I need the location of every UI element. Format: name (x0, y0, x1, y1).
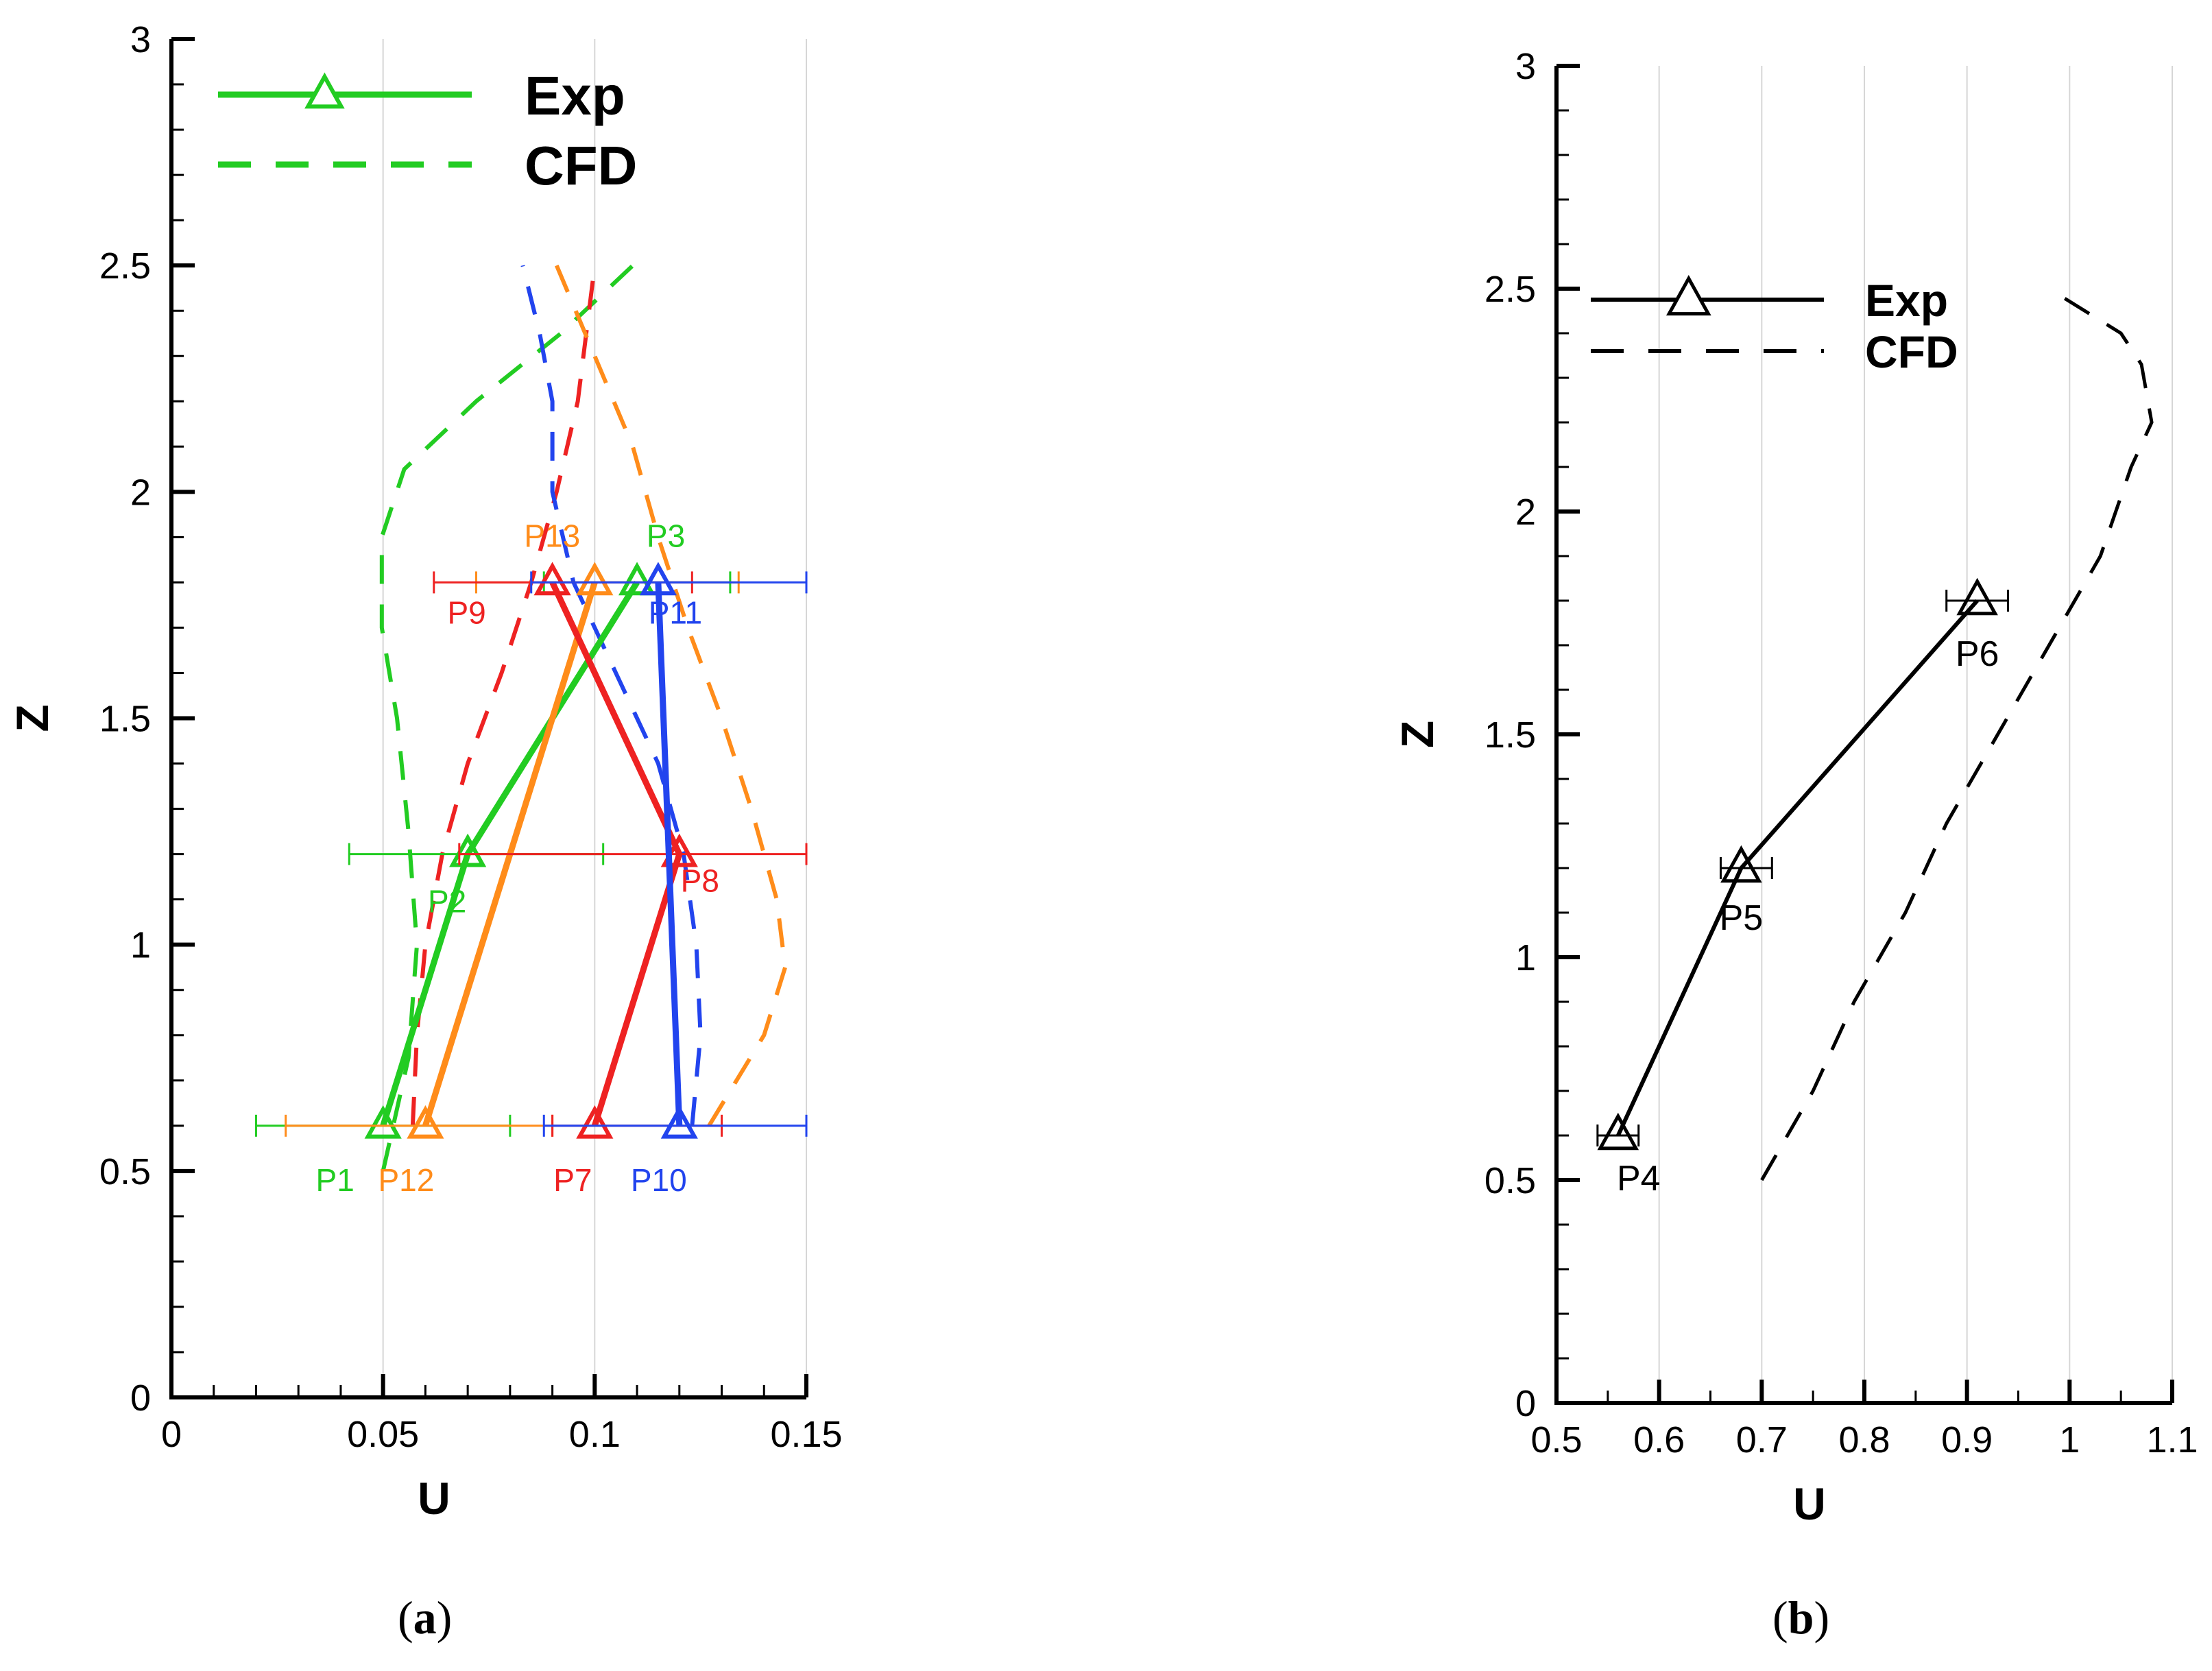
y-tick-label: 3 (130, 19, 151, 60)
point-label: P1 (316, 1162, 354, 1198)
x-tick-label: 0.5 (1530, 1419, 1582, 1460)
exp-marker (407, 1105, 444, 1139)
legend-exp-marker (1666, 274, 1711, 316)
legend-exp-marker (304, 72, 345, 109)
exp-marker (660, 833, 698, 867)
y-axis-label: Z (1392, 721, 1443, 748)
point-label: P3 (647, 518, 685, 553)
x-tick-label: 0.15 (770, 1414, 842, 1455)
exp-marker (576, 1105, 614, 1139)
y-tick-label: 0 (130, 1378, 151, 1419)
chart-panel-a: 0 0.05 0.1 0.15 0 0.5 1 1.5 2 2.5 3 U Z P1 P2 P3 P12 P13 P… (7, 19, 843, 1524)
panel-label-a: (a) (398, 1591, 453, 1644)
point-label: P8 (681, 863, 719, 899)
point-label: P2 (428, 884, 466, 919)
exp-marker (1720, 845, 1762, 883)
exp-series-line (549, 581, 683, 1127)
exp-marker (364, 1105, 402, 1139)
legend-cfd-label: CFD (1865, 326, 1958, 377)
x-tick-label: 0.8 (1838, 1419, 1890, 1460)
y-tick-label: 1 (1515, 937, 1536, 978)
x-tick-label: 1 (2059, 1419, 2080, 1460)
x-tick-label: 0.9 (1941, 1419, 1993, 1460)
legend-exp-label: Exp (1865, 275, 1948, 326)
exp-marker (576, 562, 614, 596)
point-label: P12 (378, 1162, 434, 1198)
cfd-curve (520, 265, 703, 1127)
y-axis-label: Z (7, 704, 58, 732)
y-tick-label: 1.5 (99, 699, 151, 740)
point-label: P9 (447, 594, 485, 630)
exp-series-line (1616, 599, 1979, 1137)
x-tick-label: 0.05 (347, 1414, 419, 1455)
exp-marker (1956, 577, 1998, 616)
point-label: P7 (553, 1162, 592, 1198)
y-tick-label: 2 (1515, 492, 1536, 533)
chart-panel-b: 0.5 0.6 0.7 0.8 0.9 1 1.100.511.522.53UZP4P5P6… (1392, 46, 2198, 1529)
panel-label-b-letter: b (1788, 1591, 1814, 1644)
point-label: P6 (1956, 634, 1999, 674)
exp-marker (639, 562, 677, 596)
exp-series-line (655, 582, 683, 1126)
y-tick-label: 0.5 (99, 1151, 151, 1192)
point-label: P10 (631, 1162, 687, 1198)
cfd-curve (379, 263, 634, 1172)
panel-label-a-letter: a (413, 1591, 437, 1644)
x-tick-label: 0.7 (1736, 1419, 1788, 1460)
exp-marker (618, 562, 656, 596)
y-tick-label: 2.5 (1484, 269, 1536, 310)
x-tick-label: 0.1 (569, 1414, 621, 1455)
y-tick-label: 1 (130, 925, 151, 966)
exp-marker (660, 1105, 698, 1139)
point-label: P5 (1720, 898, 1764, 938)
x-tick-label: 0.6 (1633, 1419, 1685, 1460)
y-tick-label: 2.5 (99, 245, 151, 287)
x-tick-label: 1.1 (2146, 1419, 2198, 1460)
y-tick-label: 0.5 (1484, 1160, 1536, 1201)
panel-label-b: (b) (1772, 1591, 1830, 1644)
legend-cfd-label: CFD (525, 135, 637, 196)
x-axis-label: U (1793, 1478, 1826, 1529)
x-axis-label: U (418, 1473, 450, 1524)
point-label: P11 (649, 594, 702, 630)
y-tick-label: 3 (1515, 46, 1536, 87)
legend-exp-label: Exp (525, 65, 625, 126)
cfd-curve (410, 265, 597, 1126)
y-tick-label: 2 (130, 472, 151, 513)
point-label: P4 (1617, 1159, 1661, 1199)
point-label: P13 (524, 518, 580, 553)
exp-marker (533, 562, 571, 596)
x-tick-label: 0 (161, 1414, 182, 1455)
y-tick-label: 1.5 (1484, 714, 1536, 756)
cfd-curve (1760, 287, 2154, 1181)
exp-marker (1597, 1112, 1639, 1151)
cfd-curve (555, 265, 788, 1127)
y-tick-label: 0 (1515, 1383, 1536, 1424)
